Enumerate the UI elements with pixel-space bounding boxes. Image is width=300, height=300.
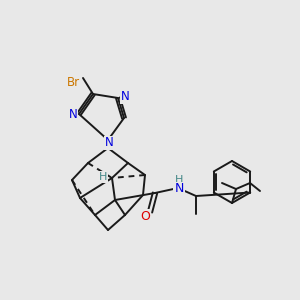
Text: N: N (121, 91, 129, 103)
Text: H: H (175, 175, 183, 185)
Text: N: N (105, 136, 113, 149)
Text: Br: Br (66, 76, 80, 88)
Text: O: O (140, 209, 150, 223)
Text: N: N (174, 182, 184, 196)
Text: N: N (69, 107, 77, 121)
Text: H: H (99, 172, 107, 182)
